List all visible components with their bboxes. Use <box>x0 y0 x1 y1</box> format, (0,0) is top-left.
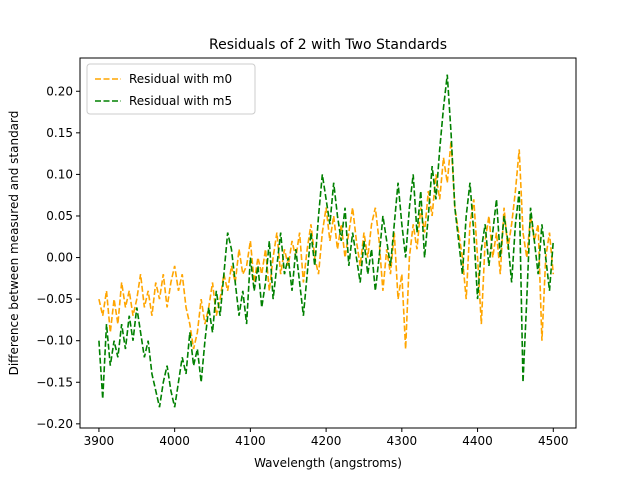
x-axis-label: Wavelength (angstroms) <box>254 456 402 470</box>
y-tick-label: −0.10 <box>36 334 73 348</box>
x-tick-label: 3900 <box>84 434 115 448</box>
series-line-m5 <box>98 74 555 408</box>
y-tick-label: 0.05 <box>46 209 73 223</box>
legend-entry: Residual with m0 <box>129 72 232 86</box>
y-tick-label: 0.20 <box>46 84 73 98</box>
x-tick-label: 4200 <box>311 434 342 448</box>
y-tick-label: −0.20 <box>36 417 73 431</box>
axes-frame <box>79 57 577 429</box>
chart-title: Residuals of 2 with Two Standards <box>209 37 447 53</box>
series-line-m0 <box>98 141 555 350</box>
x-axis: 3900 4000 4100 4200 4300 4400 4500 <box>84 428 569 448</box>
y-axis-label: Difference between measured and standard <box>7 111 21 376</box>
y-axis: −0.20 −0.15 −0.10 −0.05 0.00 0.05 0.10 0.15 0.20 <box>36 84 80 431</box>
x-tick-label: 4100 <box>235 434 266 448</box>
legend-box <box>86 63 256 115</box>
legend: Residual with m0 Residual with m5 <box>86 63 256 115</box>
plot-area <box>98 74 555 408</box>
y-tick-label: 0.00 <box>46 251 73 265</box>
y-tick-label: 0.15 <box>46 126 73 140</box>
x-tick-label: 4400 <box>462 434 493 448</box>
x-tick-label: 4300 <box>387 434 418 448</box>
y-tick-label: 0.10 <box>46 167 73 181</box>
x-tick-label: 4000 <box>159 434 190 448</box>
x-tick-label: 4500 <box>538 434 569 448</box>
y-tick-label: −0.15 <box>36 375 73 389</box>
y-tick-label: −0.05 <box>36 292 73 306</box>
legend-entry: Residual with m5 <box>129 94 232 108</box>
